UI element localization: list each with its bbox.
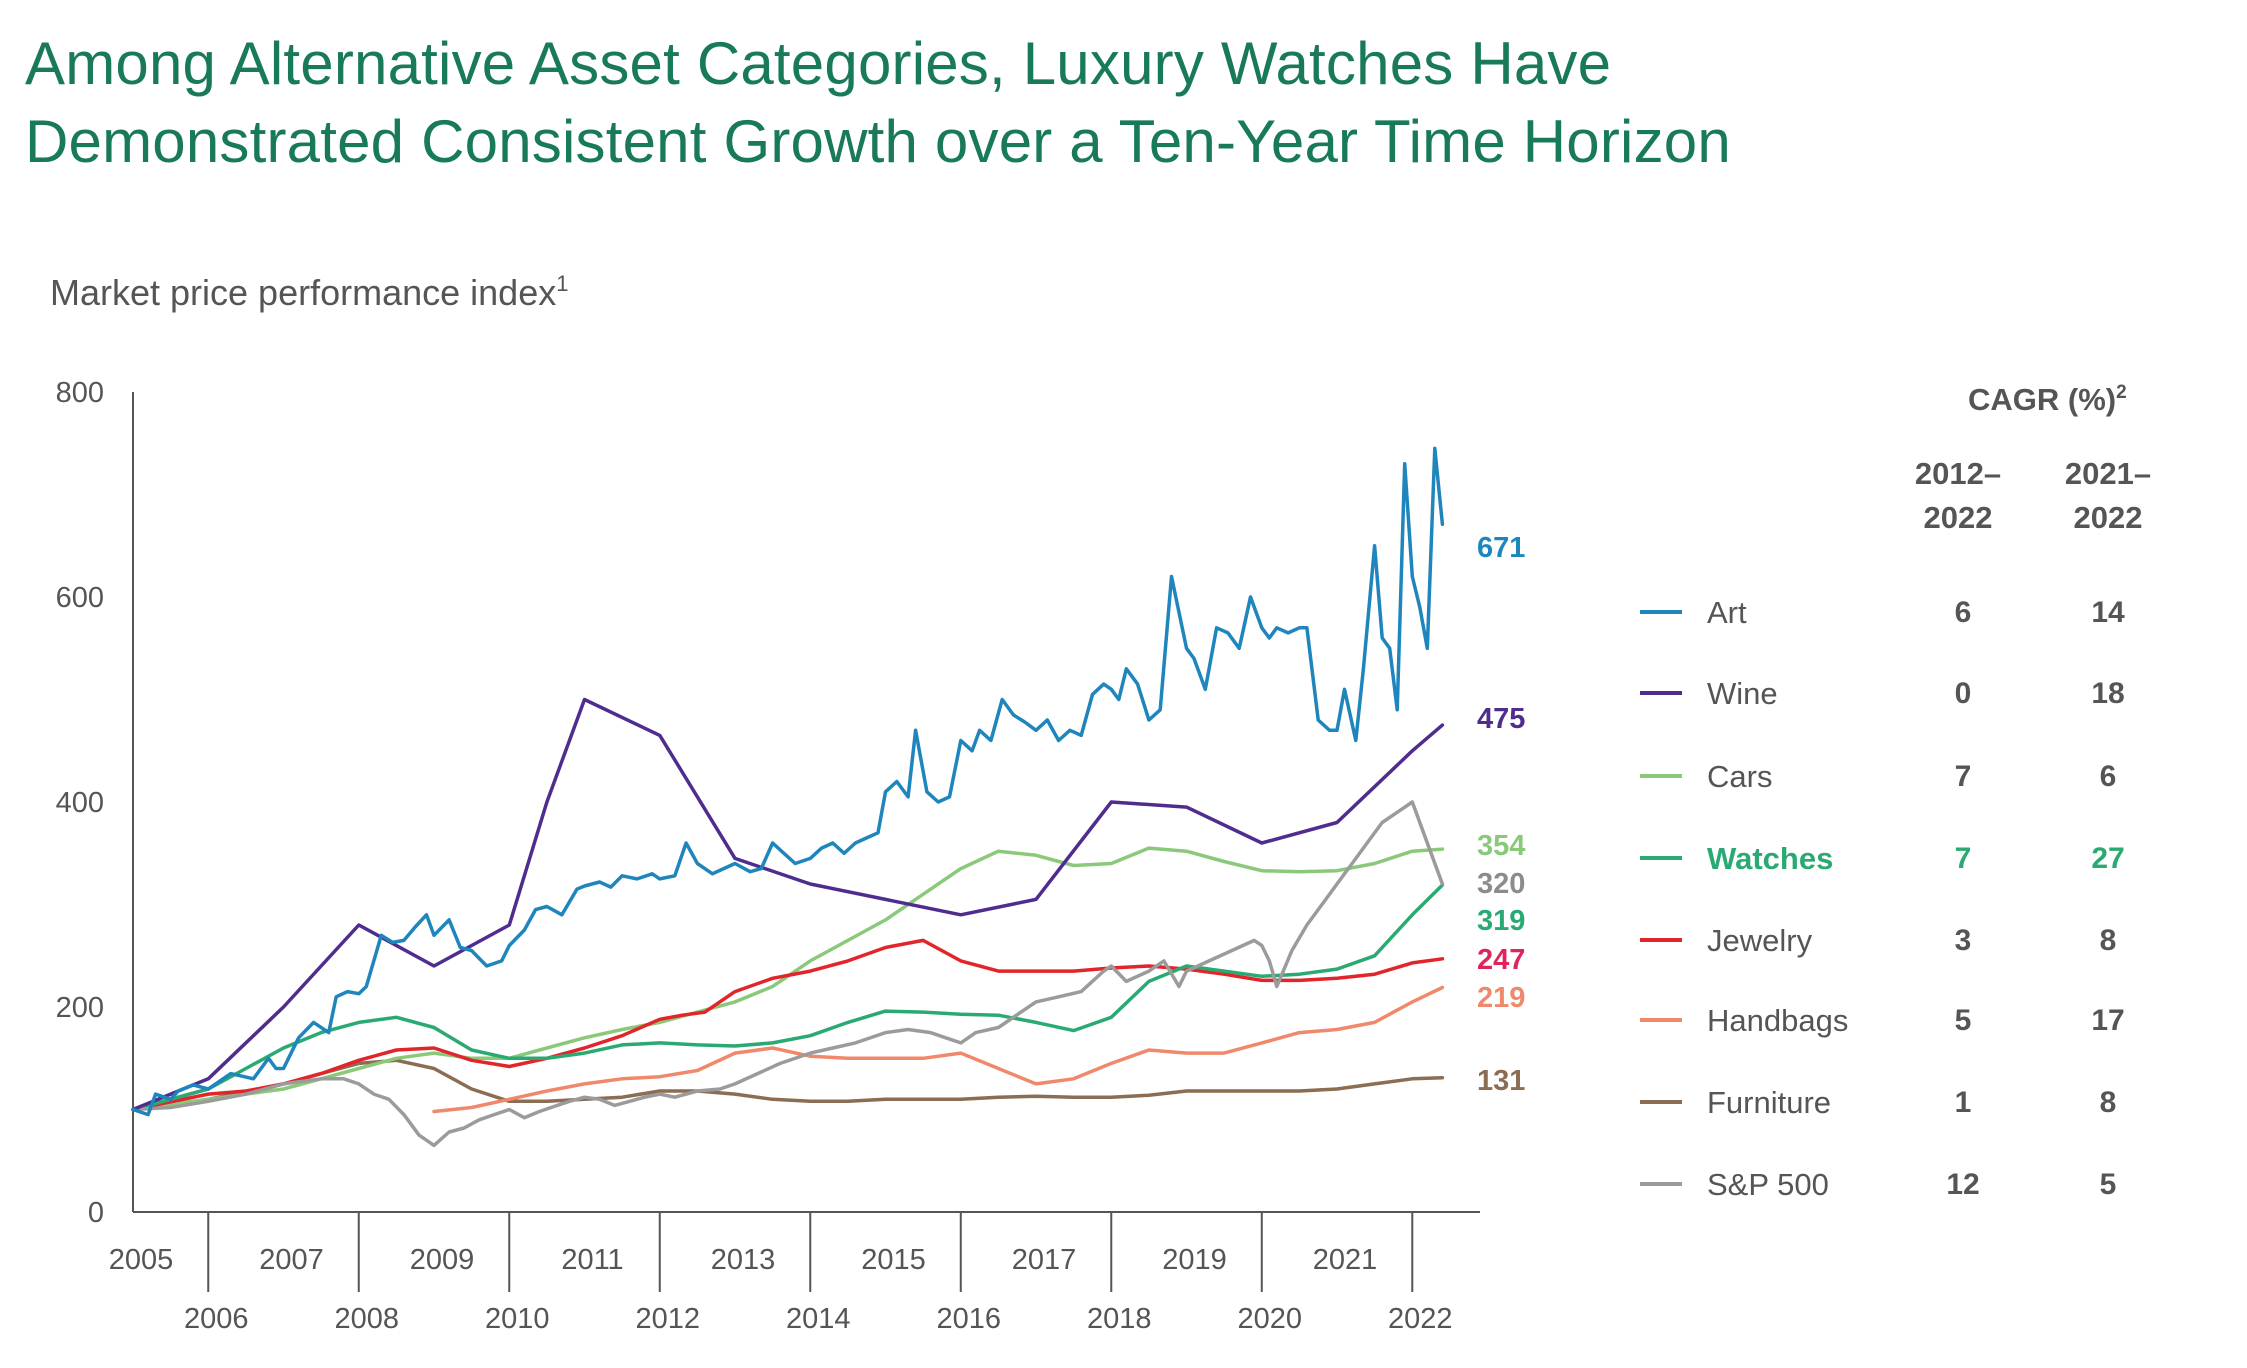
x-tick-label: 2014 xyxy=(786,1303,851,1335)
y-tick-label: 600 xyxy=(56,582,104,614)
legend-label: Wine xyxy=(1707,676,1778,711)
cagr-2012-2022-value: 3 xyxy=(1955,924,1972,957)
x-axis: 2005 2006 2007 2008 2009 2010 2011 2012 2013 2014… xyxy=(109,1211,1480,1335)
cagr-2012-2022-value: 5 xyxy=(1955,1004,1972,1037)
chart-subtitle-text: Market price performance index xyxy=(50,272,556,313)
title-line-1: Among Alternative Asset Categories, Luxu… xyxy=(25,30,1612,97)
end-label-wine: 475 xyxy=(1477,703,1525,735)
legend-label: Handbags xyxy=(1707,1003,1848,1038)
cagr-2012-2022-value: 6 xyxy=(1955,596,1972,629)
x-tick-label: 2012 xyxy=(636,1303,701,1335)
series-line-furniture xyxy=(131,1058,1445,1112)
x-tick-label: 2005 xyxy=(109,1244,174,1276)
end-label-art: 671 xyxy=(1477,532,1525,564)
legend-label: Jewelry xyxy=(1707,923,1813,958)
x-tick-label: 2007 xyxy=(259,1244,324,1276)
series-line-art xyxy=(131,446,1445,1117)
cagr-2021-2022-value: 27 xyxy=(2091,842,2124,875)
y-axis: 0 200 400 600 800 xyxy=(56,377,134,1229)
chart-subtitle: Market price performance index1 xyxy=(50,271,568,313)
end-label-handbags: 219 xyxy=(1477,982,1525,1014)
cagr-col1-header-line2: 2022 xyxy=(1924,500,1993,535)
end-labels: 671 475 354 319 247 219 131 320 xyxy=(1477,532,1525,1097)
chart-subtitle-sup: 1 xyxy=(556,271,568,296)
x-tick-label: 2019 xyxy=(1162,1244,1227,1276)
cagr-2021-2022-value: 14 xyxy=(2091,596,2125,629)
cagr-2012-2022-value: 7 xyxy=(1955,842,1972,875)
series-line-wine xyxy=(131,697,1445,1112)
legend-label: Watches xyxy=(1707,841,1833,876)
cagr-2021-2022-value: 8 xyxy=(2100,1086,2117,1119)
cagr-2012-2022-value: 12 xyxy=(1946,1168,1979,1201)
cagr-col2-header-line1: 2021– xyxy=(2065,456,2151,491)
cagr-2021-2022-value: 5 xyxy=(2100,1168,2117,1201)
cagr-2021-2022-value: 6 xyxy=(2100,760,2117,793)
legend-label: Cars xyxy=(1707,759,1772,794)
x-tick-label: 2020 xyxy=(1238,1303,1303,1335)
x-tick-label: 2009 xyxy=(410,1244,475,1276)
legend-label: Art xyxy=(1707,595,1747,630)
cagr-col2-header-line2: 2022 xyxy=(2074,500,2143,535)
series-line-jewelry xyxy=(131,938,1445,1112)
x-tick-label: 2010 xyxy=(485,1303,550,1335)
cagr-header-text: CAGR (%) xyxy=(1968,382,2116,417)
end-label-furniture: 131 xyxy=(1477,1065,1525,1097)
cagr-2021-2022-value: 17 xyxy=(2091,1004,2124,1037)
x-tick-label: 2008 xyxy=(334,1303,399,1335)
end-label-cars: 354 xyxy=(1477,830,1525,862)
cagr-col1-header-line1: 2012– xyxy=(1915,456,2001,491)
cagr-2012-2022-value: 7 xyxy=(1955,760,1972,793)
legend-label: S&P 500 xyxy=(1707,1167,1829,1202)
y-tick-label: 0 xyxy=(88,1197,104,1229)
x-tick-label: 2017 xyxy=(1012,1244,1077,1276)
series-line-cars xyxy=(131,846,1445,1112)
y-tick-label: 800 xyxy=(56,377,104,409)
cagr-header: CAGR (%)2 xyxy=(1968,382,2127,417)
x-tick-label: 2018 xyxy=(1087,1303,1152,1335)
series-line-watches xyxy=(131,883,1445,1112)
title-line-2: Demonstrated Consistent Growth over a Te… xyxy=(25,108,1731,175)
legend-label: Furniture xyxy=(1707,1085,1831,1120)
x-tick-label: 2011 xyxy=(561,1244,623,1276)
end-label-jewelry: 247 xyxy=(1477,944,1525,976)
end-label-s-p-500: 320 xyxy=(1477,868,1525,900)
x-tick-label: 2013 xyxy=(711,1244,776,1276)
y-tick-label: 400 xyxy=(56,787,104,819)
y-tick-label: 200 xyxy=(56,992,104,1024)
end-label-watches: 319 xyxy=(1477,905,1525,937)
page-title: Among Alternative Asset Categories, Luxu… xyxy=(25,25,2205,181)
cagr-header-sup: 2 xyxy=(2116,382,2127,403)
series-line-s-p-500 xyxy=(131,800,1445,1148)
x-tick-label: 2006 xyxy=(184,1303,249,1335)
cagr-2012-2022-value: 1 xyxy=(1955,1086,1972,1119)
x-tick-label: 2016 xyxy=(937,1303,1002,1335)
series-lines xyxy=(131,446,1445,1148)
cagr-2021-2022-value: 8 xyxy=(2100,924,2117,957)
series-line-handbags xyxy=(432,985,1445,1114)
x-tick-label: 2015 xyxy=(861,1244,926,1276)
cagr-2021-2022-value: 18 xyxy=(2091,677,2124,710)
x-tick-label: 2022 xyxy=(1388,1303,1453,1335)
x-tick-label: 2021 xyxy=(1313,1244,1378,1276)
cagr-2012-2022-value: 0 xyxy=(1955,677,1972,710)
